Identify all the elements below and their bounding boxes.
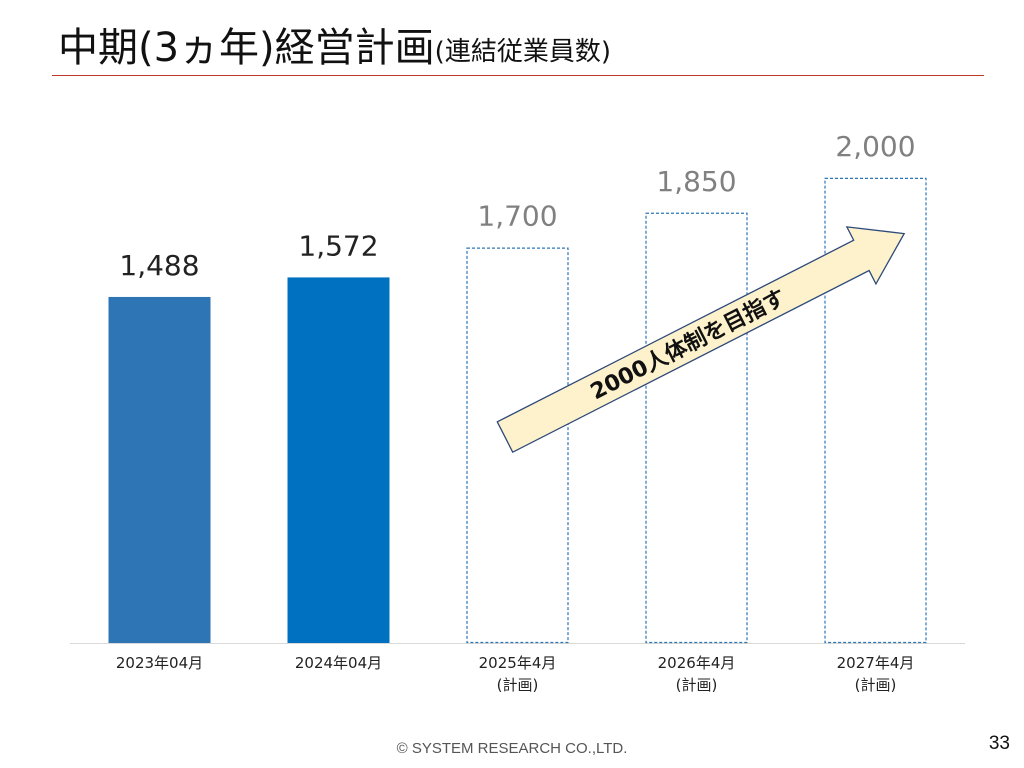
bar-4 [824,177,927,644]
bar-0 [108,296,211,643]
x-tick-label-2: 2025年4月 [479,654,557,672]
bar-3 [645,212,748,644]
slide-title: 中期(3ヵ年)経営計画 (連結従業員数) [58,22,611,74]
x-tick-label-4: 2027年4月 [837,654,915,672]
data-label-2: 1,700 [477,200,557,233]
bar-1 [287,277,390,643]
x-tick-sublabel-4: (計画) [855,676,897,694]
copyright-footer: © SYSTEM RESEARCH CO.,LTD. [396,740,628,757]
x-tick-label-1: 2024年04月 [295,654,382,672]
data-label-1: 1,572 [298,229,378,262]
title-underline [52,75,984,76]
data-label-0: 1,488 [119,249,199,282]
data-label-3: 1,850 [656,165,736,198]
slide-title-main: 中期(3ヵ年)経営計画 [58,25,435,71]
bar-2 [466,247,569,644]
goal-arrow-shape [496,226,906,454]
x-tick-label-0: 2023年04月 [116,654,203,672]
slide-title-subtitle: (連結従業員数) [434,37,611,67]
goal-arrow-annotation: 2000人体制を目指す [496,226,906,454]
x-tick-label-3: 2026年4月 [658,654,736,672]
page-number: 33 [988,733,1010,754]
goal-arrow-label: 2000人体制を目指す [587,285,790,405]
data-label-4: 2,000 [835,130,915,163]
x-tick-sublabel-3: (計画) [676,676,718,694]
x-tick-sublabel-2: (計画) [497,676,539,694]
